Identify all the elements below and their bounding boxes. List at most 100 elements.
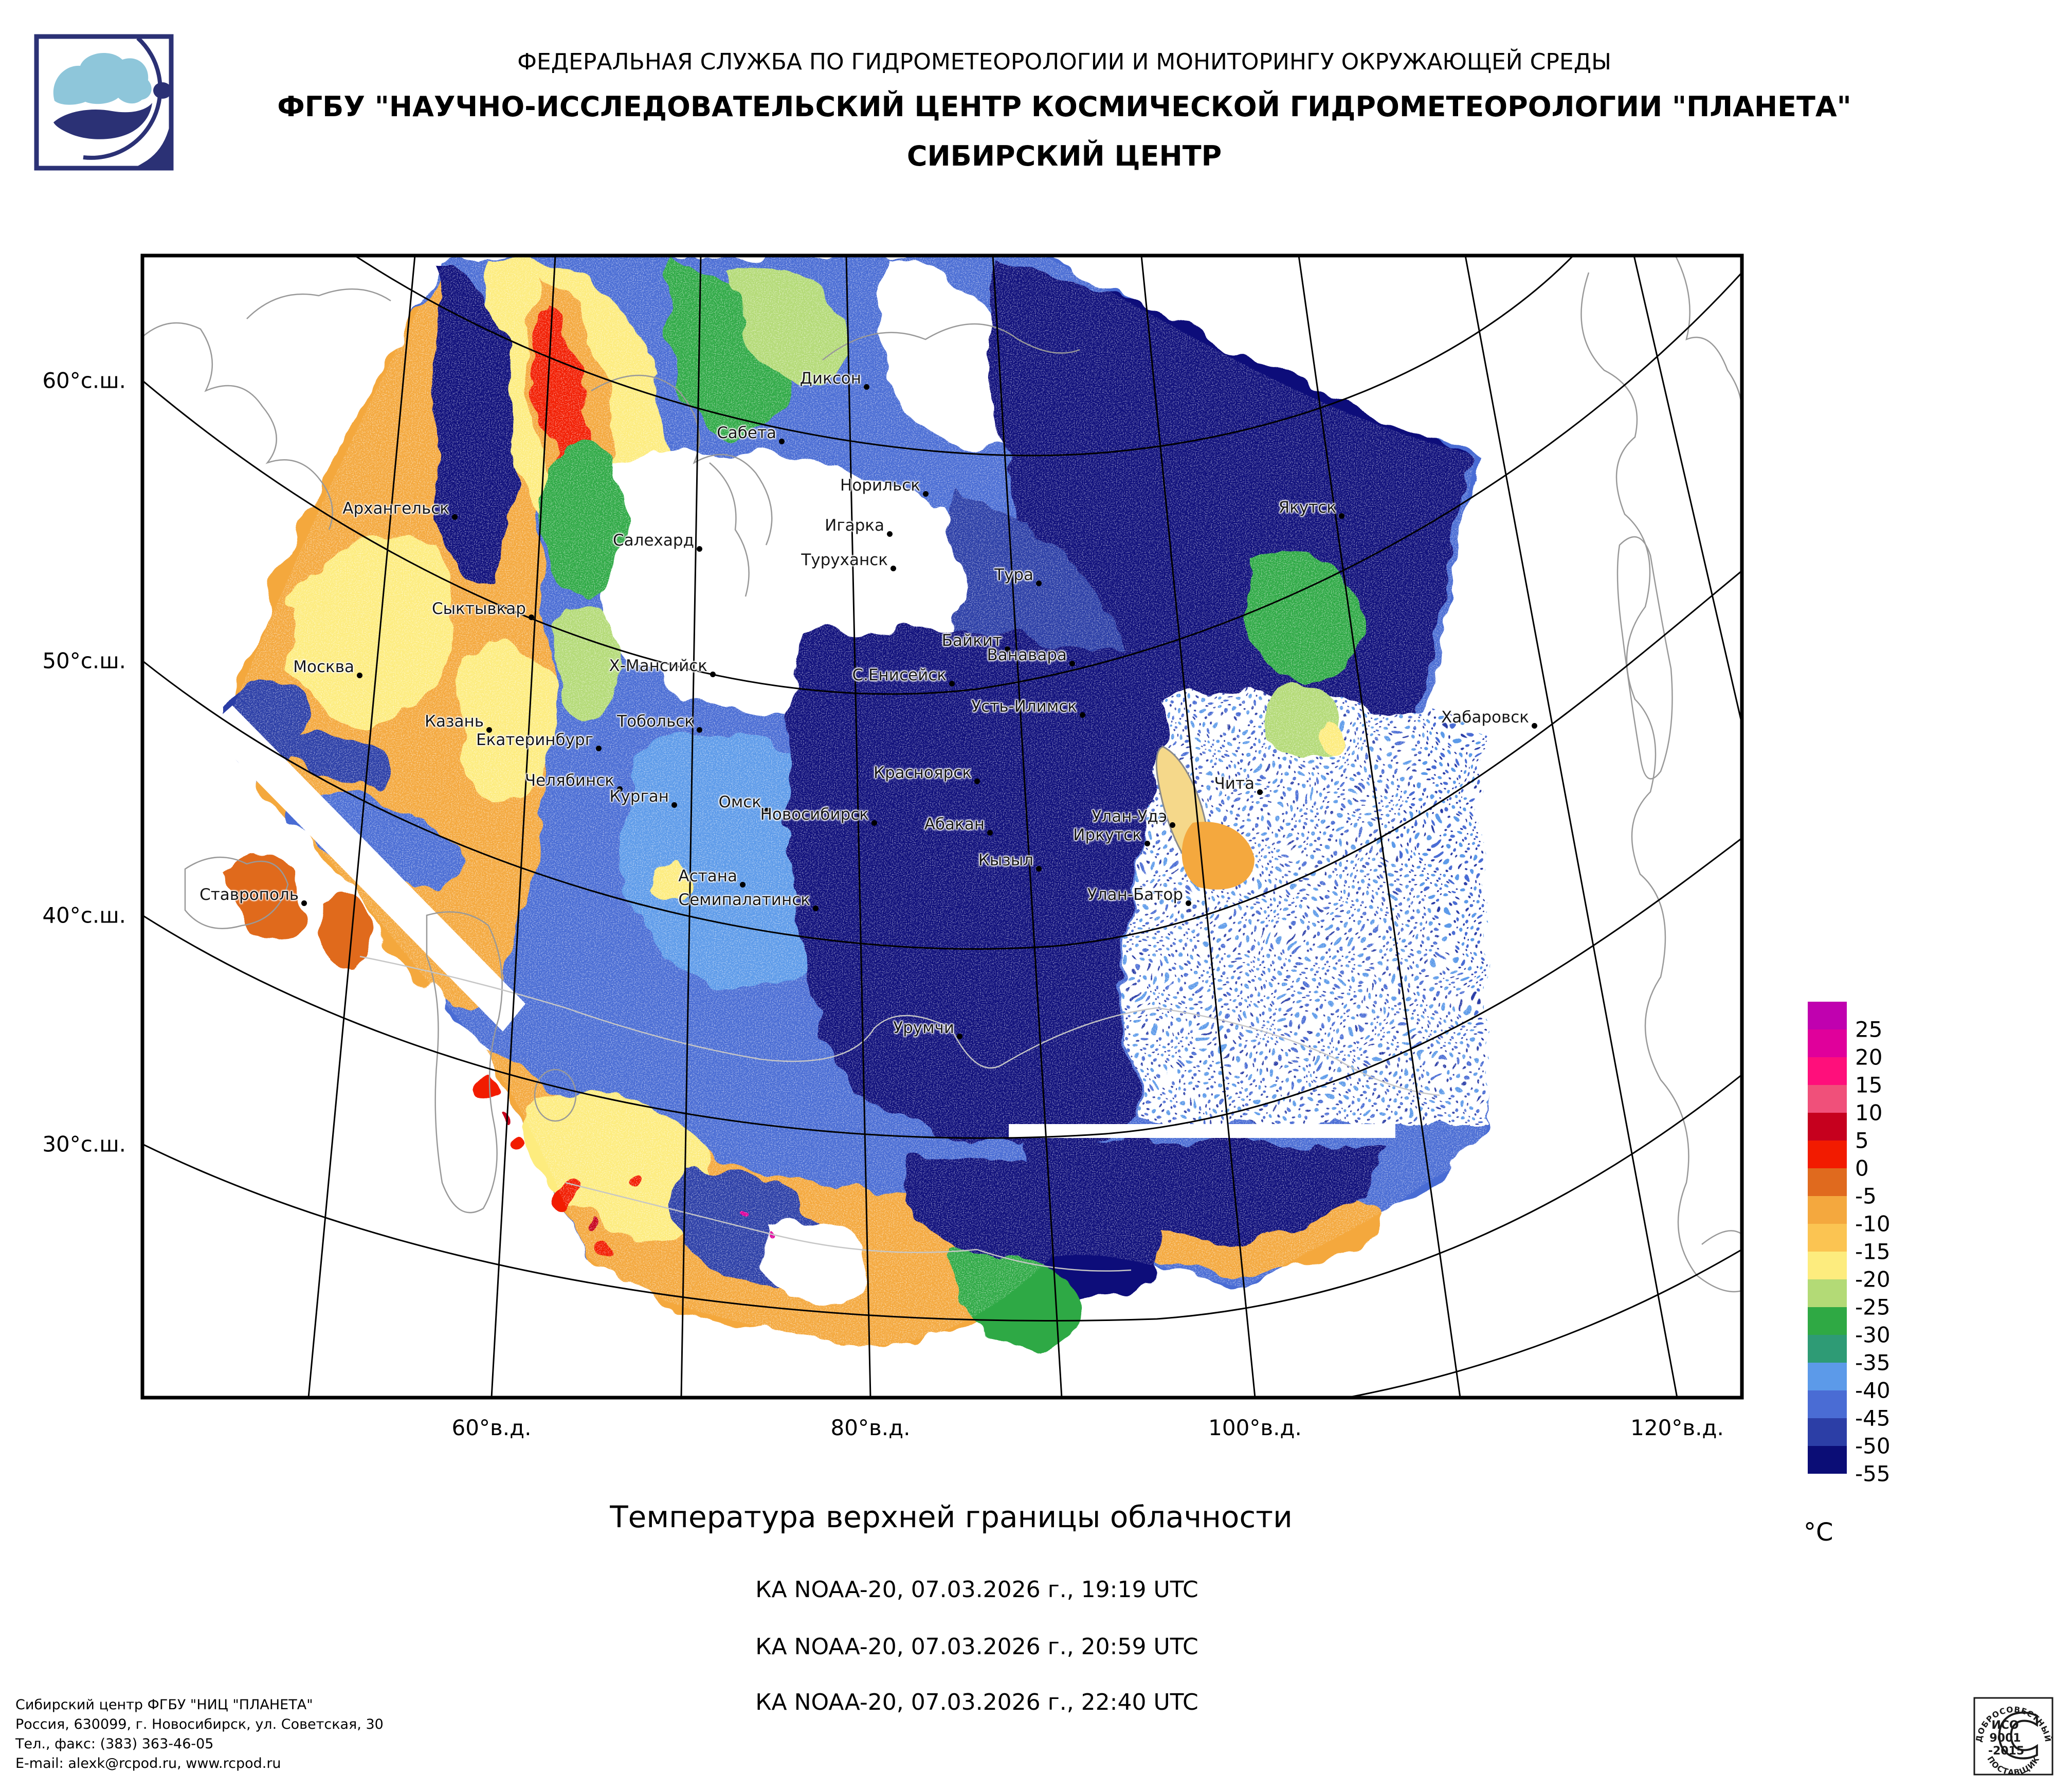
city-label: Туруханск <box>801 551 888 569</box>
header-center-line: ФГБУ "НАУЧНО-ИССЛЕДОВАТЕЛЬСКИЙ ЦЕНТР КОС… <box>277 91 1851 123</box>
latitude-label: 60°с.ш. <box>42 368 126 393</box>
logo-corner-icon <box>134 128 169 168</box>
city-label: Диксон <box>799 369 861 388</box>
legend-color-block <box>1808 1196 1847 1224</box>
satellite-pass-2: КА NOAA-20, 07.03.2026 г., 20:59 UTC <box>755 1634 1198 1660</box>
city-dot <box>739 881 746 888</box>
city-dot <box>1531 722 1537 729</box>
city-dot <box>987 829 993 836</box>
map-frame <box>140 254 1744 1400</box>
iso-quality-stamp: С ДОБРОСОВЕСТНЫЙ ПОСТАВЩИК ИСО 9001 -201… <box>1973 1697 2053 1776</box>
legend-tick-label: 10 <box>1855 1100 1883 1126</box>
city-label: Семипалатинск <box>678 891 810 909</box>
legend-color-block <box>1808 1335 1847 1363</box>
city-label: Х-Мансийск <box>609 657 707 675</box>
city-dot <box>1035 865 1042 872</box>
logo-orbit-icon <box>83 37 162 160</box>
footer-org: Сибирский центр ФГБУ "НИЦ "ПЛАНЕТА" <box>15 1697 313 1713</box>
city-label: Москва <box>293 658 354 676</box>
city-label: Ванавара <box>987 646 1067 664</box>
stamp-big-c: С <box>1996 1701 2041 1772</box>
city-dot <box>812 905 819 911</box>
legend-color-block <box>1808 1057 1847 1085</box>
city-label: Якутск <box>1278 498 1336 517</box>
legend-tick-label: -40 <box>1855 1378 1891 1403</box>
city-label: Тобольск <box>617 712 694 731</box>
city-label: Байкит <box>941 631 1002 650</box>
city-label: Омск <box>718 793 761 811</box>
city-dot <box>1257 789 1263 795</box>
city-label: Урумчи <box>893 1019 954 1037</box>
satellite-pass-1: КА NOAA-20, 07.03.2026 г., 19:19 UTC <box>755 1577 1198 1603</box>
city-dot <box>764 807 770 813</box>
city-label: Иркутск <box>1073 826 1142 844</box>
city-label: Абакан <box>924 815 985 834</box>
city-label: Сабета <box>717 424 776 442</box>
city-dot <box>671 802 677 808</box>
city-dot <box>886 531 893 537</box>
city-dot <box>922 491 929 497</box>
city-dot <box>696 727 702 733</box>
city-label: Архангельск <box>342 499 449 518</box>
city-dot <box>778 438 785 444</box>
stamp-iso: ИСО <box>1991 1719 2019 1732</box>
legend-tick-label: -45 <box>1855 1405 1891 1431</box>
city-dot <box>1169 822 1175 828</box>
legend-color-block <box>1808 1002 1847 1029</box>
city-label: Усть-Илимск <box>971 697 1077 716</box>
city-label: Салехард <box>613 531 694 550</box>
legend-tick-label: -25 <box>1855 1294 1891 1320</box>
city-label: Сыктывкар <box>431 600 526 618</box>
city-dot <box>956 1033 962 1039</box>
legend-tick-label: 20 <box>1855 1044 1883 1070</box>
city-label: Курган <box>609 787 669 806</box>
city-dot <box>974 778 980 784</box>
city-dot <box>863 384 869 390</box>
header-service-line: ФЕДЕРАЛЬНАЯ СЛУЖБА ПО ГИДРОМЕТЕОРОЛОГИИ … <box>517 49 1611 75</box>
longitude-label: 120°в.д. <box>1630 1415 1724 1440</box>
latitude-label: 40°с.ш. <box>42 902 126 928</box>
city-dot <box>1144 840 1150 846</box>
legend-tick-label: -55 <box>1855 1461 1891 1487</box>
city-dot <box>1338 513 1344 519</box>
legend-color-block <box>1808 1141 1847 1168</box>
legend-unit: °C <box>1804 1518 1833 1547</box>
legend-tick-label: -5 <box>1855 1183 1877 1209</box>
city-label: С.Енисейск <box>852 666 947 684</box>
logo-cloud-icon <box>53 52 152 105</box>
city-label: Улан-Батор <box>1087 885 1183 904</box>
city-label: Новосибирск <box>760 805 869 824</box>
footer-address: Россия, 630099, г. Новосибирск, ул. Сове… <box>15 1716 384 1732</box>
stamp-2015: -2015 <box>1988 1745 2024 1758</box>
legend-color-block <box>1808 1279 1847 1307</box>
legend-tick-label: -20 <box>1855 1267 1891 1292</box>
city-label: Игарка <box>825 516 884 535</box>
legend-color-block <box>1808 1363 1847 1390</box>
city-label: Хабаровск <box>1441 708 1529 727</box>
longitude-label: 100°в.д. <box>1208 1415 1302 1440</box>
city-label: Казань <box>424 712 484 731</box>
city-dot <box>1004 646 1010 652</box>
footer-phone: Тел., факс: (383) 363-46-05 <box>15 1736 214 1752</box>
city-dot <box>696 546 702 552</box>
city-label: Красноярск <box>873 764 972 782</box>
latitude-label: 30°с.ш. <box>42 1131 126 1157</box>
legend-color-block <box>1808 1390 1847 1418</box>
city-dot <box>356 672 362 678</box>
city-dot <box>890 565 896 571</box>
city-label: Норильск <box>840 476 920 495</box>
satellite-pass-3: КА NOAA-20, 07.03.2026 г., 22:40 UTC <box>755 1689 1198 1715</box>
product-title: Температура верхней границы облачности <box>610 1499 1293 1534</box>
header-siberian-line: СИБИРСКИЙ ЦЕНТР <box>906 140 1222 172</box>
legend-color-block <box>1808 1252 1847 1279</box>
city-dot <box>616 786 623 792</box>
city-label: Ставрополь <box>199 885 299 904</box>
city-dot <box>451 514 458 520</box>
legend-tick-label: -50 <box>1855 1433 1891 1459</box>
city-dot <box>595 745 602 751</box>
